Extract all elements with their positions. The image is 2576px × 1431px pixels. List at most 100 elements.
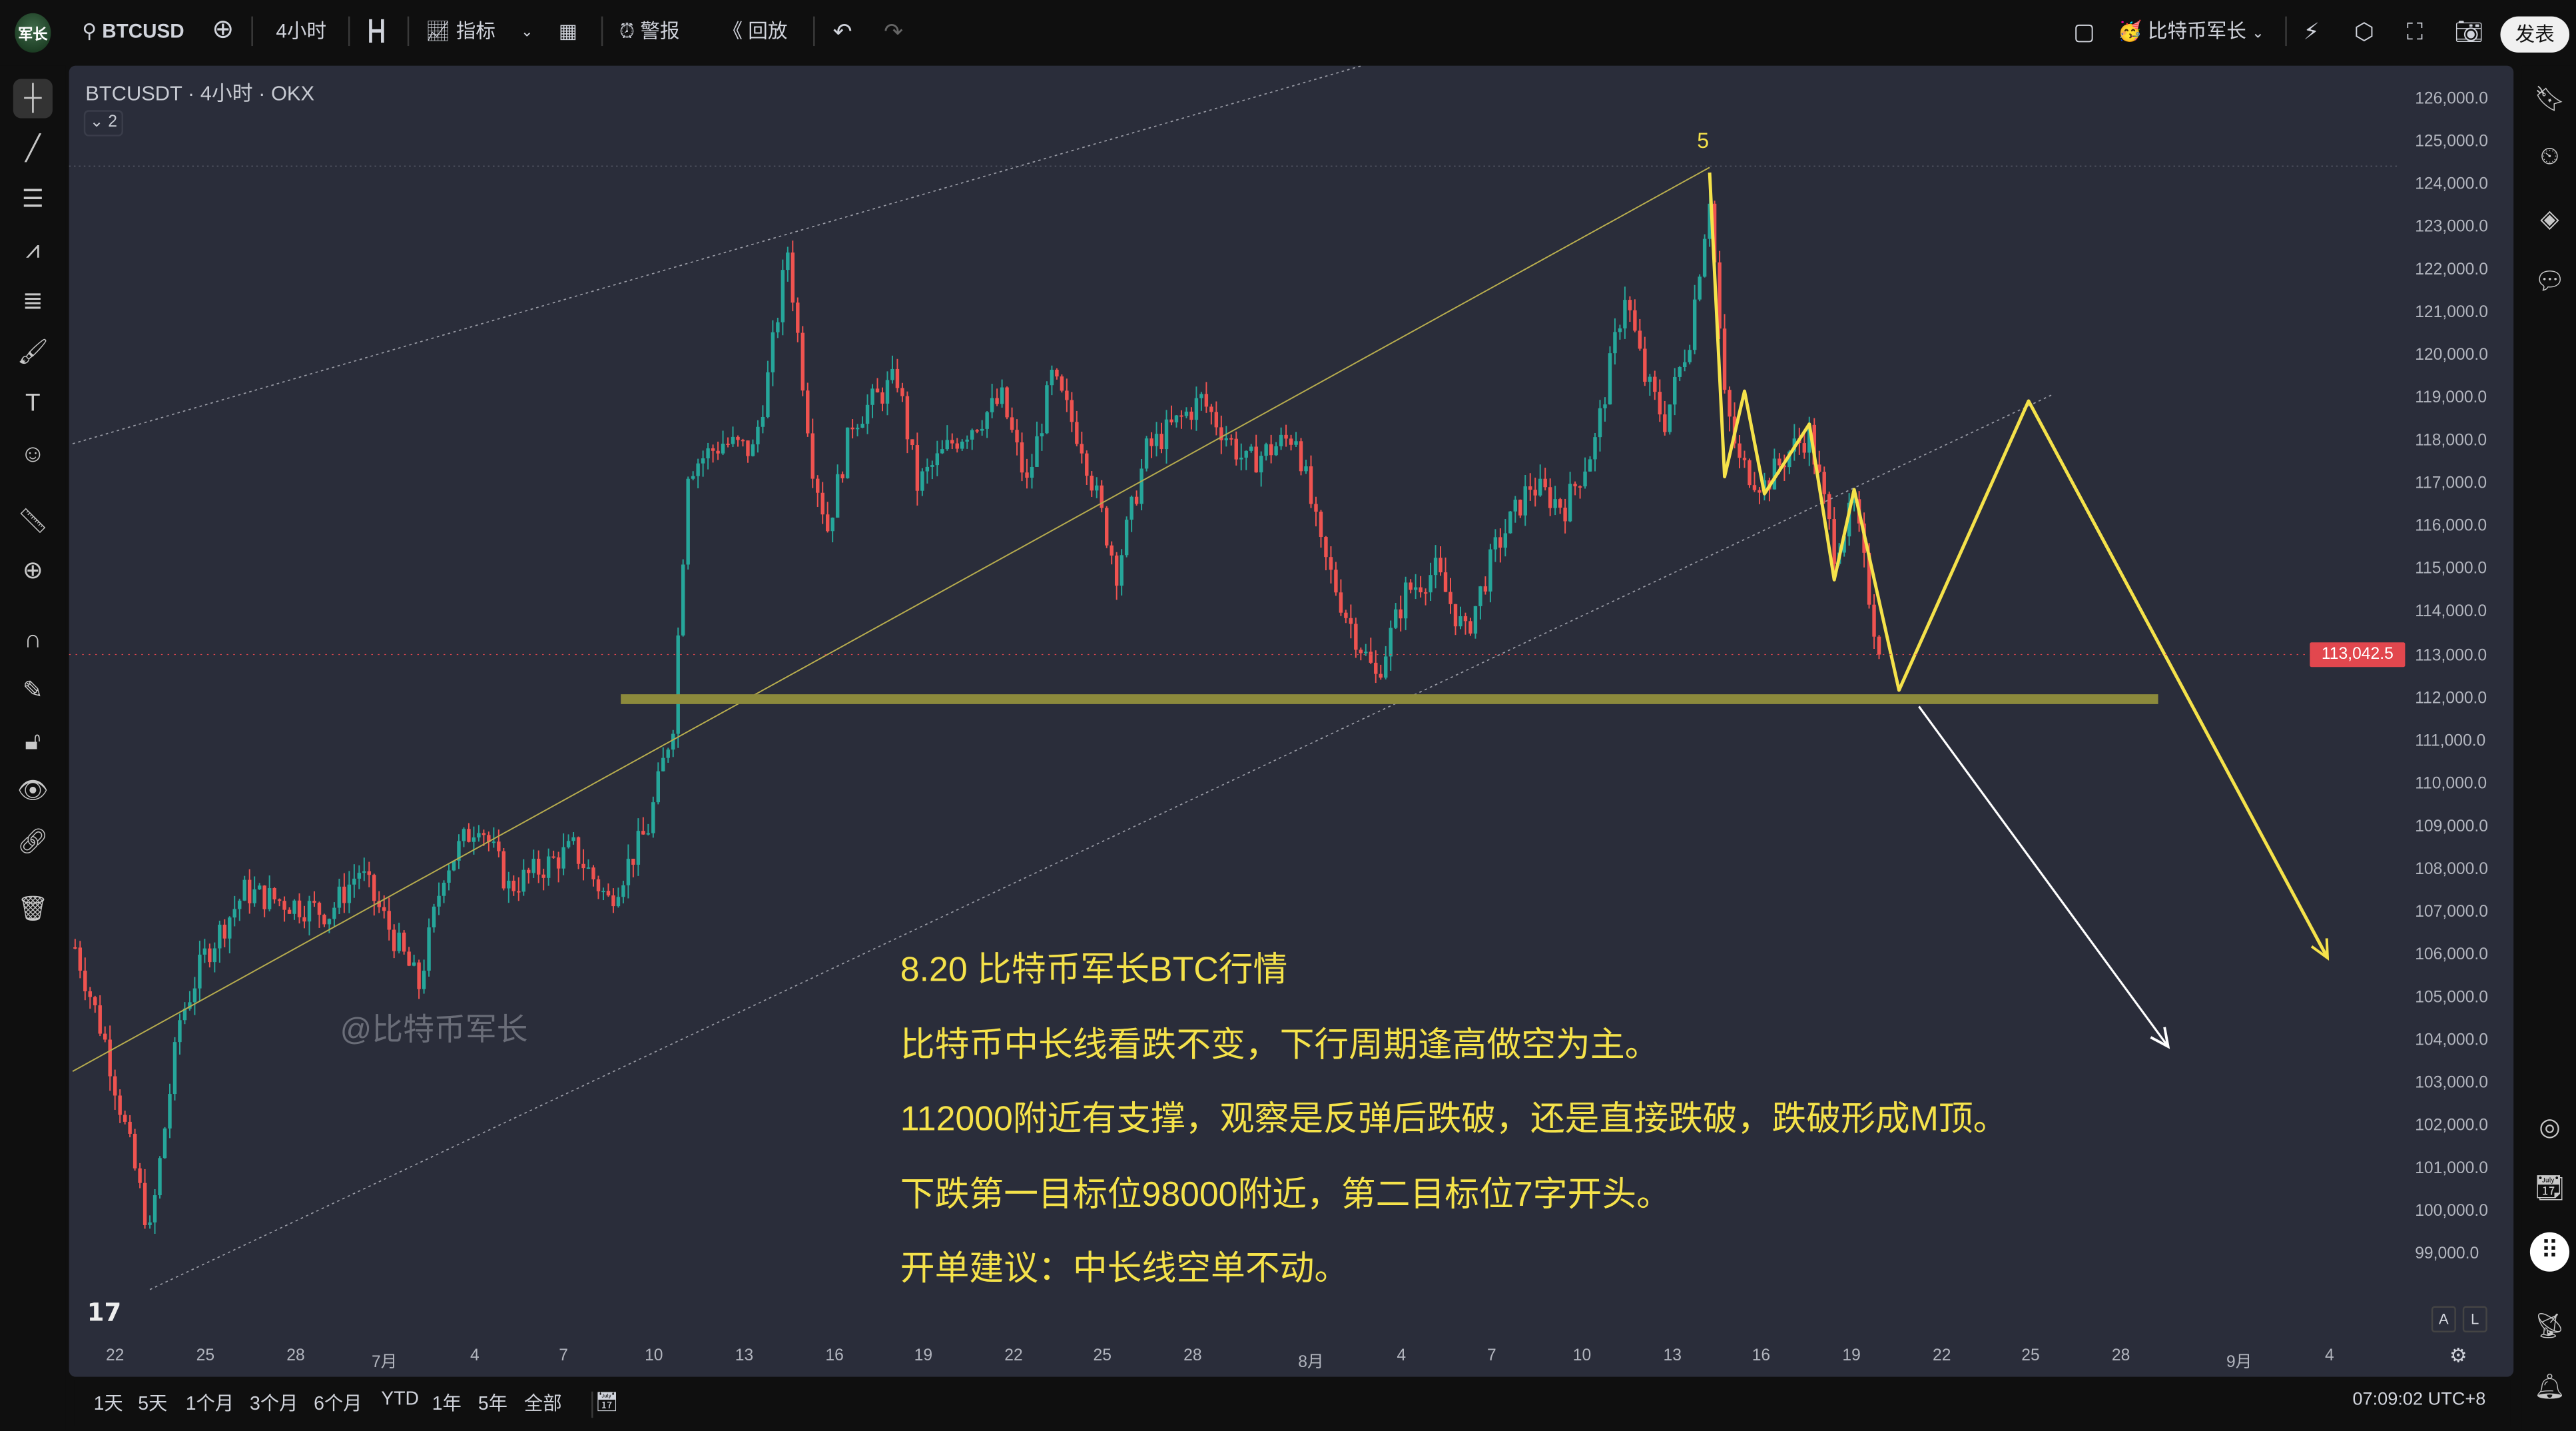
candle-down — [1752, 485, 1757, 490]
notification-bell-icon[interactable]: 🔔︎ — [2533, 1373, 2565, 1402]
candle-up — [586, 867, 591, 869]
user-menu[interactable]: 🥳 比特币军长 ⌄ — [2118, 13, 2264, 49]
range-button[interactable]: 全部 — [523, 1394, 562, 1415]
quick-search-icon[interactable]: ⚡︎ — [2303, 18, 2320, 45]
candle-up — [1702, 238, 1707, 277]
candle-down — [1638, 330, 1642, 349]
trash-icon[interactable]: 🗑︎ — [17, 895, 49, 923]
chart-pane[interactable]: BTCUSDT · 4小时 · OKX ⌄ 2 @比特币军长 5 8.20 比特… — [69, 65, 2514, 1377]
chat-icon[interactable]: 💬︎ — [2533, 267, 2565, 296]
horizontal-lines-icon[interactable]: ☰ — [21, 185, 44, 214]
candle-up — [1583, 471, 1587, 487]
bottom-toolbar: 1天 5天 1个月 3个月 6个月 YTD 1年 5年 全部 📅︎ 07:09:02 UTC+8 — [74, 1380, 2511, 1426]
candle-up — [1503, 533, 1508, 548]
candle-down — [1005, 387, 1009, 418]
pattern-icon[interactable]: ⩘ — [25, 237, 40, 265]
lock-drawing-icon[interactable]: ✎ — [22, 677, 43, 705]
layout-square-icon[interactable]: ▢ — [2073, 18, 2095, 45]
auto-scale-button[interactable]: A — [2431, 1306, 2456, 1333]
candle-up — [447, 870, 451, 883]
ruler-icon[interactable]: 📏︎ — [17, 508, 49, 536]
candle-down — [810, 433, 814, 479]
fullscreen-icon[interactable]: ⛶ — [2406, 18, 2423, 45]
candle-down — [1209, 406, 1213, 412]
candle-up — [148, 1222, 152, 1225]
watchlist-icon[interactable]: 🔖︎ — [2533, 85, 2565, 114]
axis-settings-icon[interactable]: ⚙ — [2449, 1344, 2467, 1367]
alert-button[interactable]: ⏰︎ 警报 — [619, 13, 680, 49]
target-icon[interactable]: ◎ — [2539, 1114, 2561, 1142]
price-tick: 119,000.0 — [2415, 390, 2487, 408]
link-icon[interactable]: 🔗︎ — [17, 827, 49, 856]
log-scale-button[interactable]: L — [2462, 1306, 2487, 1333]
calendar-icon[interactable]: 📅︎ — [594, 1393, 619, 1413]
chevron-down-icon[interactable]: ⌄ — [520, 23, 533, 40]
trend-line — [72, 167, 1710, 1073]
candle-up — [1040, 433, 1044, 436]
camera-icon[interactable]: 📷︎ — [2454, 18, 2484, 45]
layers-icon[interactable]: ◈ — [2540, 205, 2559, 234]
settings-gear-icon[interactable]: ⬡ — [2354, 18, 2375, 45]
candle-up — [1593, 437, 1597, 460]
symbol-search-button[interactable]: ⚲ BTCUSD — [82, 13, 184, 49]
crosshair-icon[interactable]: ┼ — [13, 79, 53, 119]
range-button[interactable]: 5天 — [138, 1394, 168, 1415]
candle-down — [816, 478, 820, 493]
tradingview-logo[interactable]: 𝟭𝟳 — [87, 1299, 122, 1328]
emoji-icon[interactable]: ☺ — [20, 440, 46, 468]
apps-grid-icon[interactable]: ⠿ — [2529, 1232, 2570, 1272]
candle-up — [1174, 415, 1179, 423]
undo-icon[interactable]: ↶ — [832, 18, 852, 45]
candle-down — [556, 857, 561, 869]
candle-up — [651, 802, 655, 833]
range-button[interactable]: 1年 — [432, 1394, 462, 1415]
publish-button[interactable]: 发表 — [2500, 16, 2570, 53]
layout-grid-icon[interactable]: ▦ — [558, 19, 577, 43]
candle-down — [995, 398, 999, 404]
candle-down — [1782, 465, 1787, 468]
clock[interactable]: 07:09:02 UTC+8 — [2352, 1390, 2486, 1410]
candle-up — [521, 869, 525, 892]
collapse-legend-button[interactable]: ⌄ 2 — [83, 110, 124, 137]
eye-icon[interactable]: 👁︎ — [17, 777, 49, 805]
party-emoji-icon: 🥳 — [2117, 19, 2142, 43]
divider — [251, 16, 253, 47]
candle-up — [1648, 376, 1652, 382]
replay-button[interactable]: 《 回放 — [723, 13, 787, 49]
candle-down — [1314, 504, 1318, 512]
text-icon[interactable]: T — [25, 389, 41, 418]
candle-down — [1025, 472, 1029, 478]
price-chart[interactable] — [69, 65, 2514, 1377]
range-button[interactable]: 3个月 — [249, 1394, 298, 1415]
time-tick: 28 — [286, 1347, 305, 1366]
broadcast-icon[interactable]: 📡︎ — [2533, 1312, 2565, 1341]
lock-icon[interactable]: 🔓︎ — [25, 727, 41, 756]
candle-down — [1748, 460, 1752, 486]
candle-up — [182, 1009, 187, 1021]
range-button[interactable]: 1个月 — [185, 1394, 234, 1415]
compare-add-icon[interactable]: ⊕ — [212, 16, 234, 45]
candle-type-icon[interactable]: ┣┫ — [364, 19, 389, 43]
candle-up — [1144, 438, 1149, 469]
magnet-icon[interactable]: ∩ — [24, 626, 42, 654]
price-tick: 121,000.0 — [2415, 304, 2488, 322]
calendar-icon[interactable]: 📆︎ — [2533, 1175, 2565, 1203]
candle-down — [1728, 390, 1732, 417]
candle-up — [676, 635, 680, 734]
candle-up — [1493, 537, 1498, 550]
range-button[interactable]: 5年 — [478, 1394, 508, 1415]
fib-icon[interactable]: ≣ — [22, 287, 43, 316]
range-button[interactable]: YTD — [381, 1390, 420, 1410]
range-button[interactable]: 1天 — [93, 1394, 123, 1415]
candle-down — [1822, 472, 1826, 494]
indicators-button[interactable]: 📈︎ 指标 — [426, 13, 495, 49]
trend-line-icon[interactable]: ╱ — [25, 135, 41, 163]
redo-icon[interactable]: ↷ — [884, 18, 904, 45]
alerts-clock-icon[interactable]: ⏲ — [2540, 143, 2559, 171]
range-button[interactable]: 6个月 — [314, 1394, 362, 1415]
zoom-in-icon[interactable]: ⊕ — [22, 557, 43, 585]
brush-icon[interactable]: 🖌︎ — [17, 338, 49, 366]
alert-label: 警报 — [640, 19, 680, 43]
avatar-logo[interactable]: 军长 — [15, 13, 51, 53]
interval-button[interactable]: 4小时 — [276, 19, 327, 43]
